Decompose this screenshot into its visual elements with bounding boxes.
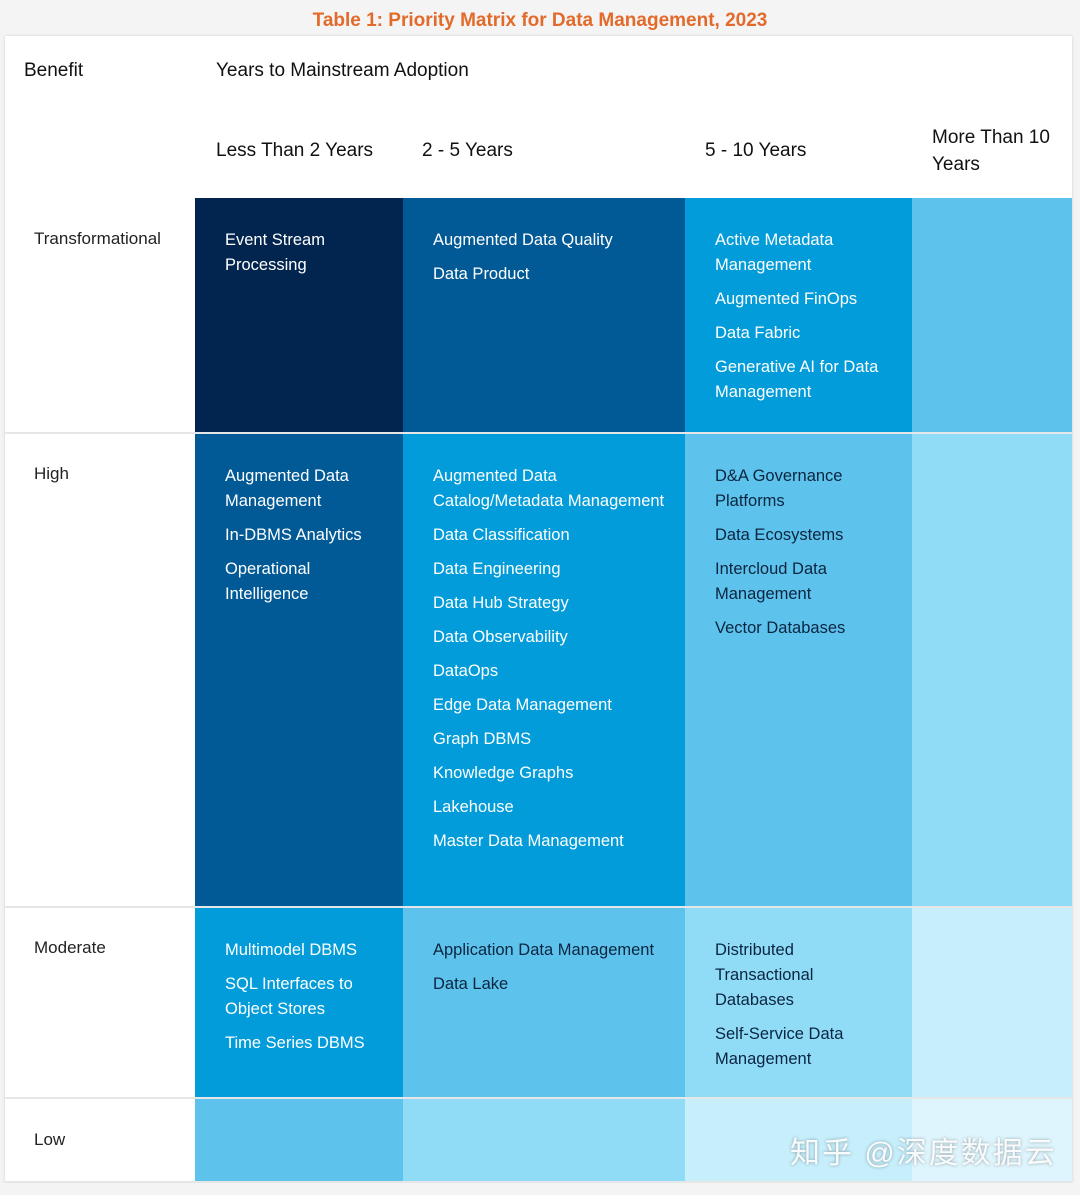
technology-item: Application Data Management	[433, 941, 655, 959]
technology-item: D&A Governance Platforms	[715, 467, 843, 510]
row-label-low: Low	[34, 1130, 66, 1149]
technology-item: Augmented FinOps	[715, 290, 858, 308]
table-title: Table 1: Priority Matrix for Data Manage…	[312, 10, 768, 31]
column-header-less-than-2: Less Than 2 Years	[216, 140, 374, 161]
technology-item: Data Lake	[433, 975, 509, 993]
row-divider	[5, 1097, 1072, 1099]
matrix-cell: Application Data Management Data Lake	[403, 908, 685, 1097]
technology-item: Time Series DBMS	[225, 1034, 365, 1052]
technology-item: Vector Databases	[715, 619, 846, 637]
matrix-cell: Distributed Transactional Databases Self-…	[685, 908, 912, 1097]
technology-item: Self-Service Data Management	[715, 1025, 844, 1068]
technology-list: Distributed Transactional Databases Self-…	[715, 938, 892, 1072]
matrix-cell	[685, 1099, 912, 1181]
bottom-band	[0, 1183, 1080, 1195]
matrix-cell: Augmented Data Catalog/Metadata Manageme…	[403, 434, 685, 906]
header-benefit: Benefit	[24, 60, 84, 81]
technology-item: Multimodel DBMS	[225, 941, 358, 959]
watermark: 知乎 @深度数据云	[790, 1137, 1057, 1170]
technology-list: Event Stream Processing	[225, 228, 383, 278]
row-label-high: High	[34, 464, 69, 483]
technology-list: Augmented Data Catalog/Metadata Manageme…	[433, 464, 665, 854]
header-years: Years to Mainstream Adoption	[216, 60, 469, 81]
technology-item: Data Engineering	[433, 560, 561, 578]
matrix-cell	[912, 908, 1072, 1097]
matrix-cell	[912, 198, 1072, 432]
matrix-cell	[912, 1099, 1072, 1181]
row-divider	[5, 906, 1072, 908]
technology-item: DataOps	[433, 662, 499, 680]
technology-item: Intercloud Data Management	[715, 560, 827, 603]
matrix-cell: Event Stream Processing	[195, 198, 403, 432]
technology-item: SQL Interfaces to Object Stores	[225, 975, 353, 1018]
technology-list: D&A Governance Platforms Data Ecosystems I…	[715, 464, 892, 641]
matrix-cell	[403, 1099, 685, 1181]
technology-item: Generative AI for Data Management	[715, 358, 879, 401]
technology-item: Data Ecosystems	[715, 526, 844, 544]
technology-item: Event Stream Processing	[225, 231, 325, 274]
technology-list: Multimodel DBMS SQL Interfaces to Object …	[225, 938, 383, 1056]
technology-list: Augmented Data Management In-DBMS Analyti…	[225, 464, 383, 607]
technology-item: Augmented Data Management	[225, 467, 349, 510]
technology-list: Active Metadata Management Augmented FinO…	[715, 228, 892, 405]
matrix-cell	[195, 1099, 403, 1181]
technology-item: Data Product	[433, 265, 530, 283]
technology-list: Augmented Data Quality Data Product	[433, 228, 665, 287]
technology-item: Knowledge Graphs	[433, 764, 574, 782]
matrix-cell: Multimodel DBMS SQL Interfaces to Object …	[195, 908, 403, 1097]
technology-item: Graph DBMS	[433, 730, 532, 748]
technology-list: Application Data Management Data Lake	[433, 938, 665, 997]
technology-item: Operational Intelligence	[225, 560, 311, 603]
technology-item: Lakehouse	[433, 798, 514, 816]
technology-item: In-DBMS Analytics	[225, 526, 362, 544]
row-label-moderate: Moderate	[34, 938, 106, 957]
technology-item: Master Data Management	[433, 832, 624, 850]
row-divider	[5, 432, 1072, 434]
technology-item: Active Metadata Management	[715, 231, 834, 274]
technology-item: Data Fabric	[715, 324, 801, 342]
matrix-cell: Active Metadata Management Augmented FinO…	[685, 198, 912, 432]
column-header-5-10: 5 - 10 Years	[705, 140, 807, 161]
row-divider	[5, 1181, 1072, 1183]
technology-item: Data Observability	[433, 628, 568, 646]
technology-item: Augmented Data Catalog/Metadata Manageme…	[433, 467, 665, 510]
matrix-cell: Augmented Data Management In-DBMS Analyti…	[195, 434, 403, 906]
column-header-2-5: 2 - 5 Years	[422, 140, 513, 161]
column-header-more-than-10: More Than 10 Years	[932, 127, 1050, 175]
matrix-cell: D&A Governance Platforms Data Ecosystems I…	[685, 434, 912, 906]
matrix-cell: Augmented Data Quality Data Product	[403, 198, 685, 432]
row-label-transformational: Transformational	[34, 229, 161, 248]
technology-item: Distributed Transactional Databases	[715, 941, 814, 1009]
technology-item: Edge Data Management	[433, 696, 612, 714]
matrix-cell	[912, 434, 1072, 906]
technology-item: Data Hub Strategy	[433, 594, 569, 612]
technology-item: Augmented Data Quality	[433, 231, 613, 249]
technology-item: Data Classification	[433, 526, 570, 544]
